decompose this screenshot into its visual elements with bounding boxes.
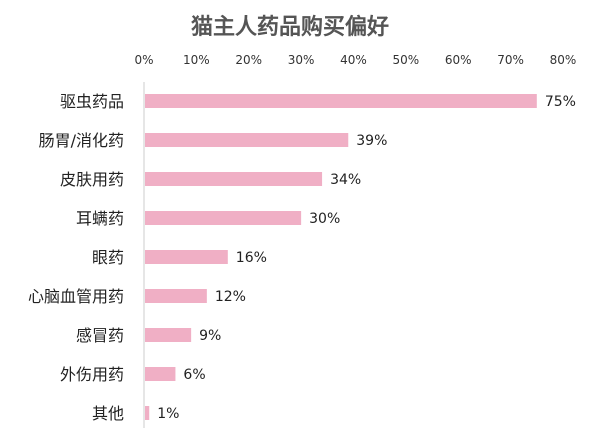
x-tick-label: 0% xyxy=(134,53,153,67)
category-label: 其他 xyxy=(92,404,124,423)
x-tick-label: 10% xyxy=(183,53,210,67)
x-axis-ticks: 0% 10% 20% 30% 40% 50% 60% 70% 80% xyxy=(134,53,576,67)
chart-title: 猫主人药品购买偏好 xyxy=(191,14,389,40)
bar-value-label: 1% xyxy=(157,406,179,422)
category-label: 耳螨药 xyxy=(76,209,124,228)
bar xyxy=(145,133,349,147)
bar xyxy=(145,367,176,381)
bar xyxy=(145,406,150,420)
bar-value-label: 30% xyxy=(309,211,340,227)
bar-value-label: 39% xyxy=(356,133,387,149)
bar xyxy=(145,211,302,225)
bar-value-label: 12% xyxy=(215,289,246,305)
x-tick-label: 20% xyxy=(235,53,262,67)
x-tick-label: 50% xyxy=(393,53,420,67)
bar xyxy=(145,94,537,108)
bar xyxy=(145,328,192,342)
category-label: 驱虫药品 xyxy=(60,92,124,111)
category-label: 皮肤用药 xyxy=(60,170,124,189)
category-label: 肠胃/消化药 xyxy=(39,131,124,150)
category-label: 心脑血管用药 xyxy=(28,287,124,306)
bar-value-label: 6% xyxy=(183,367,205,383)
value-labels: 75% 39% 34% 30% 16% 12% 9% 6% 1% xyxy=(157,94,576,422)
x-tick-label: 60% xyxy=(445,53,472,67)
category-label: 眼药 xyxy=(92,248,124,267)
bar-value-label: 34% xyxy=(330,172,361,188)
bar xyxy=(145,250,228,264)
x-tick-label: 80% xyxy=(550,53,577,67)
x-tick-label: 70% xyxy=(497,53,524,67)
category-label: 感冒药 xyxy=(76,326,124,345)
bar xyxy=(145,289,207,303)
x-tick-label: 30% xyxy=(288,53,315,67)
bars xyxy=(145,94,537,420)
bar-value-label: 75% xyxy=(545,94,576,110)
x-tick-label: 40% xyxy=(340,53,367,67)
bar-value-label: 16% xyxy=(236,250,267,266)
category-label: 外伤用药 xyxy=(60,365,124,384)
bar-value-label: 9% xyxy=(199,328,221,344)
bar xyxy=(145,172,323,186)
